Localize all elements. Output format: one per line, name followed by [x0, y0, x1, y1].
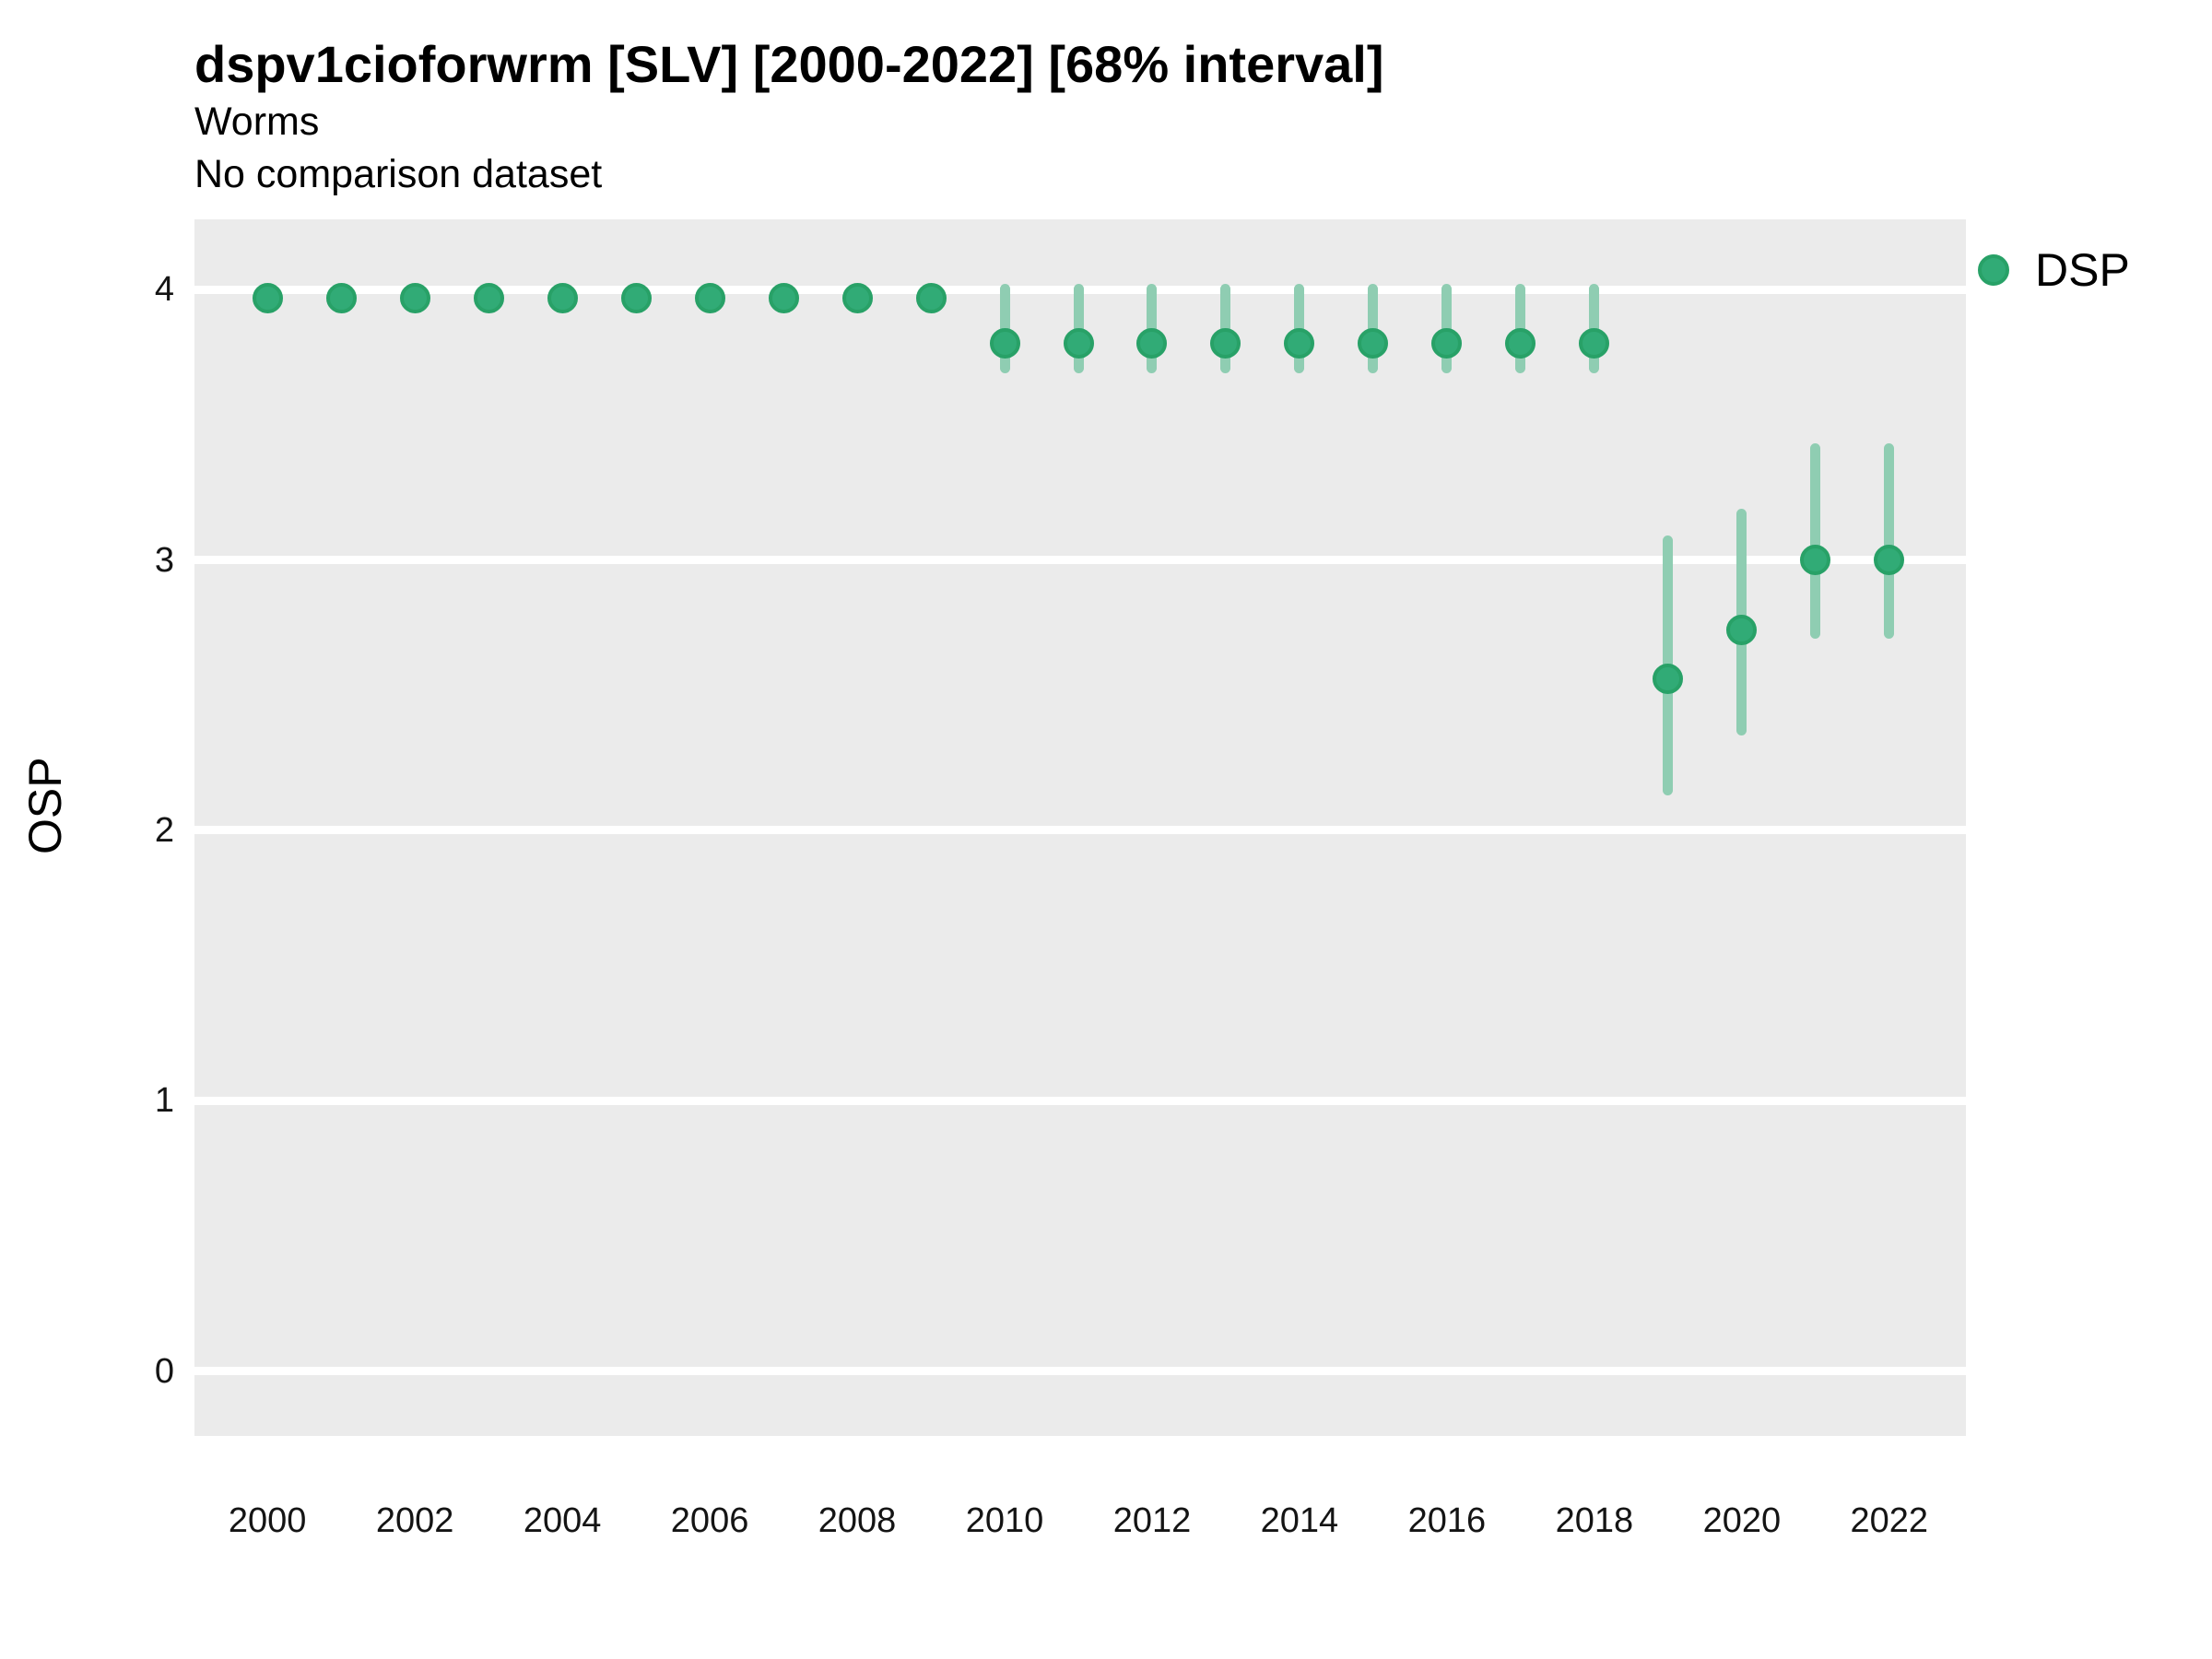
data-point-2020: [1726, 615, 1758, 646]
x-tick-label: 2006: [670, 1501, 749, 1540]
x-tick-label: 2002: [375, 1501, 454, 1540]
data-point-2001: [325, 282, 357, 313]
data-point-2010: [989, 328, 1020, 359]
data-point-2009: [915, 282, 947, 313]
data-point-2016: [1431, 328, 1463, 359]
data-point-2012: [1136, 328, 1168, 359]
data-point-2006: [694, 282, 725, 313]
y-tick-label: 2: [154, 810, 174, 850]
y-axis-title: OSP: [18, 757, 71, 854]
data-point-2005: [620, 282, 652, 313]
data-point-2008: [841, 282, 873, 313]
x-tick-label: 2014: [1260, 1501, 1339, 1540]
gridline-y-2: [194, 826, 1966, 835]
interval-bar-2022: [1884, 443, 1895, 639]
legend: DSP: [1978, 247, 2130, 293]
gridline-y-3: [194, 556, 1966, 565]
interval-bar-2021: [1810, 443, 1821, 639]
data-point-2021: [1800, 545, 1831, 576]
x-tick-label: 2000: [228, 1501, 307, 1540]
gridline-y-0: [194, 1367, 1966, 1376]
chart-subtitle-dataset: Worms: [194, 100, 320, 144]
y-tick-label: 3: [154, 540, 174, 580]
title-block: dspv1cioforwrm [SLV] [2000-2022] [68% in…: [194, 33, 1384, 201]
x-tick-label: 2022: [1850, 1501, 1929, 1540]
data-point-2003: [473, 282, 504, 313]
gridline-y-1: [194, 1096, 1966, 1105]
x-tick-label: 2020: [1702, 1501, 1782, 1540]
x-tick-label: 2004: [523, 1501, 602, 1540]
data-point-2019: [1653, 664, 1684, 695]
data-point-2018: [1579, 328, 1610, 359]
legend-label: DSP: [2035, 244, 2130, 296]
y-tick-label: 1: [154, 1081, 174, 1121]
x-tick-label: 2012: [1112, 1501, 1192, 1540]
data-point-2013: [1210, 328, 1241, 359]
x-tick-label: 2010: [965, 1501, 1044, 1540]
x-tick-label: 2008: [818, 1501, 897, 1540]
legend-point-icon: [1978, 254, 2009, 286]
y-tick-label: 4: [154, 270, 174, 310]
data-point-2022: [1874, 545, 1905, 576]
y-tick-label: 0: [154, 1351, 174, 1391]
data-point-2007: [768, 282, 799, 313]
data-point-2014: [1284, 328, 1315, 359]
x-tick-label: 2018: [1555, 1501, 1634, 1540]
data-point-2002: [399, 282, 430, 313]
chart-title: dspv1cioforwrm [SLV] [2000-2022] [68% in…: [194, 35, 1384, 93]
data-point-2011: [1063, 328, 1094, 359]
data-point-2004: [547, 282, 578, 313]
plot-panel: [194, 219, 1966, 1436]
data-point-2017: [1505, 328, 1536, 359]
chart-subtitle-comparison: No comparison dataset: [194, 152, 603, 196]
data-point-2000: [252, 282, 283, 313]
data-point-2015: [1358, 328, 1389, 359]
x-tick-label: 2016: [1407, 1501, 1487, 1540]
